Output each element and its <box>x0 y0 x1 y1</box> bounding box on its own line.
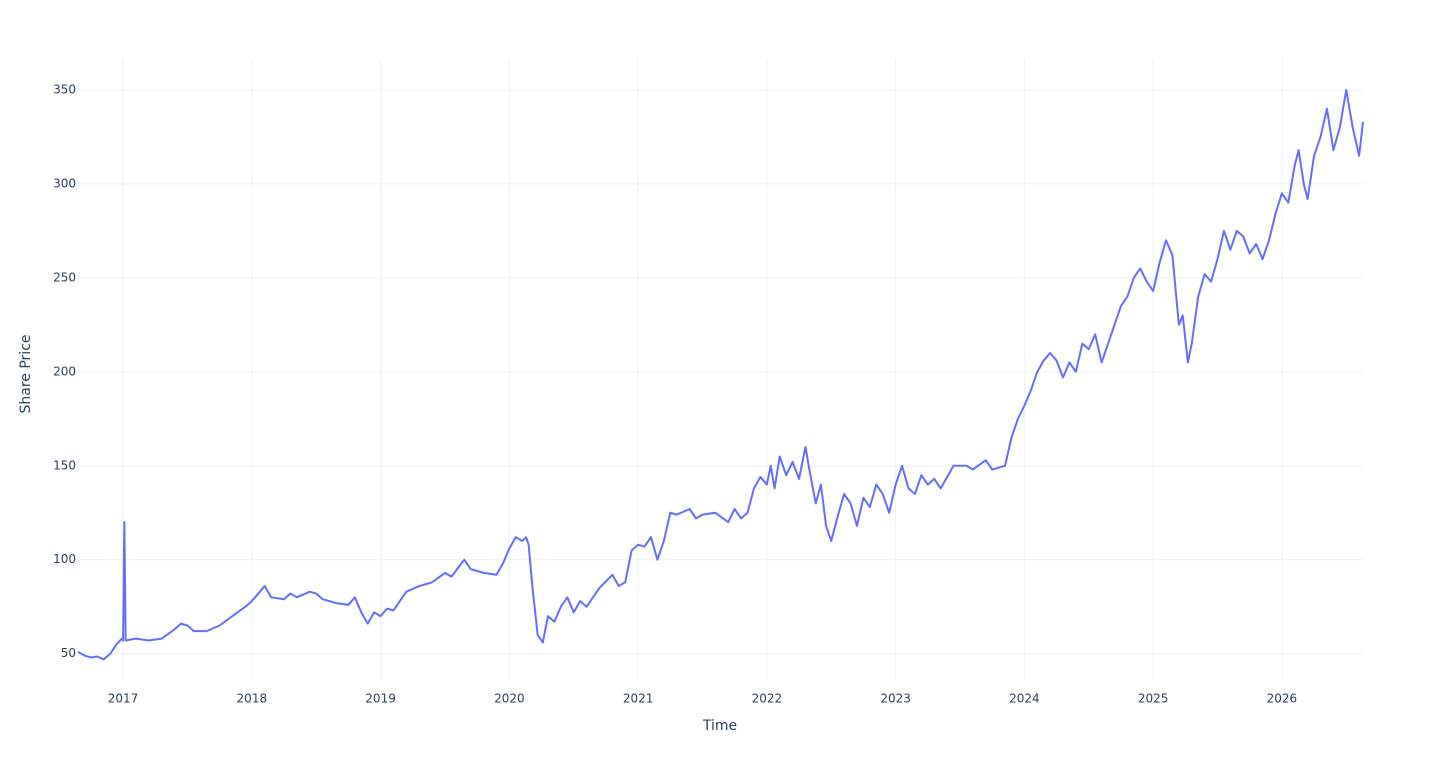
y-tick-label: 150 <box>53 458 76 472</box>
x-tick-label: 2017 <box>108 692 139 706</box>
y-tick-label: 300 <box>53 176 76 190</box>
x-tick-label: 2020 <box>494 692 525 706</box>
x-tick-label: 2019 <box>365 692 396 706</box>
x-tick-label: 2018 <box>237 692 268 706</box>
x-axis-title: Time <box>702 718 737 734</box>
x-tick-label: 2025 <box>1138 692 1169 706</box>
x-tick-label: 2026 <box>1267 692 1298 706</box>
y-tick-label: 250 <box>53 270 76 284</box>
x-tick-label: 2021 <box>623 692 654 706</box>
y-tick-label: 50 <box>61 646 76 660</box>
y-axis-title: Share Price <box>18 334 34 413</box>
x-tick-label: 2024 <box>1009 692 1040 706</box>
x-tick-label: 2023 <box>880 692 911 706</box>
price-line <box>77 88 1364 661</box>
y-tick-label: 350 <box>53 82 76 96</box>
x-tick-label: 2022 <box>752 692 783 706</box>
y-tick-label: 200 <box>53 364 76 378</box>
y-tick-label: 100 <box>53 552 76 566</box>
